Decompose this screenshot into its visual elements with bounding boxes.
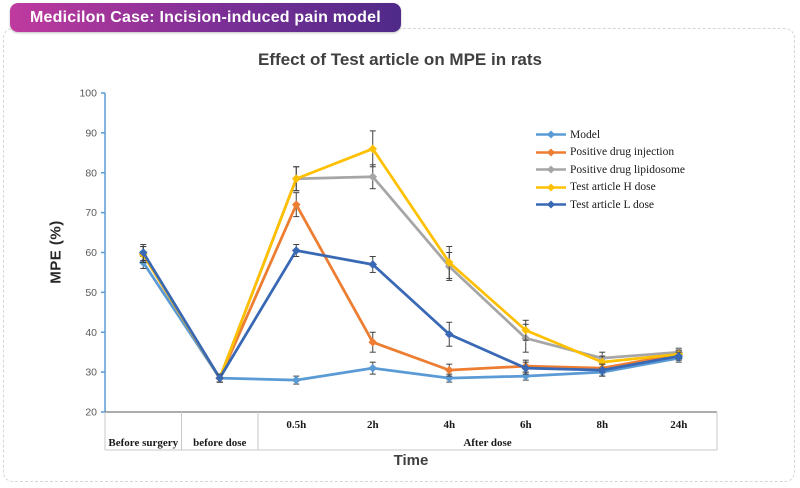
- axis-group-label: before dose: [193, 437, 246, 449]
- legend-marker-icon: [536, 130, 566, 139]
- category-label: 2h: [367, 419, 379, 431]
- legend-item-positive-drug-injection: Positive drug injection: [535, 144, 685, 162]
- chart-legend: Model Positive drug injection Positive dru…: [535, 126, 685, 214]
- category-label: 0.5h: [286, 419, 306, 431]
- data-point-marker-test-article-l-dose: [521, 363, 531, 373]
- legend-label: Test article H dose: [570, 181, 656, 194]
- legend-marker-icon: [536, 148, 566, 157]
- data-point-marker-test-article-l-dose: [368, 260, 378, 269]
- data-point-marker-test-article-l-dose: [674, 351, 684, 361]
- x-axis-title: Time: [393, 452, 429, 469]
- y-tick-label: 100: [79, 88, 97, 100]
- axis-group-label: After dose: [463, 437, 511, 449]
- legend-label: Positive drug lipidosome: [570, 163, 685, 176]
- data-point-marker-positive-drug-injection: [444, 365, 454, 375]
- data-point-marker-positive-drug-injection: [291, 200, 301, 209]
- data-point-marker-model: [521, 371, 531, 381]
- legend-marker-icon: [536, 200, 566, 209]
- data-point-marker-positive-drug-lipidosome: [368, 172, 378, 182]
- chart-title: Effect of Test article on MPE in rats: [257, 50, 543, 69]
- data-point-marker-model: [444, 373, 454, 383]
- legend-item-positive-drug-lipidosome: Positive drug lipidosome: [535, 161, 685, 179]
- category-label: 4h: [443, 419, 455, 431]
- data-point-marker-test-article-h-dose: [521, 325, 531, 335]
- y-tick-label: 30: [85, 367, 97, 379]
- data-point-marker-positive-drug-injection: [368, 337, 378, 347]
- legend-marker-icon: [536, 183, 566, 192]
- y-tick-label: 20: [85, 407, 97, 419]
- y-tick-label: 70: [85, 207, 97, 219]
- data-point-marker-test-article-l-dose: [138, 248, 148, 257]
- data-point-marker-model: [291, 375, 301, 385]
- data-point-marker-model: [368, 363, 378, 373]
- y-tick-label: 60: [85, 247, 97, 259]
- y-tick-label: 80: [85, 167, 97, 179]
- case-title-text: Medicilon Case: Incision-induced pain mo…: [30, 9, 381, 26]
- case-title-badge: Medicilon Case: Incision-induced pain mo…: [10, 3, 401, 32]
- legend-label: Model: [570, 128, 601, 141]
- y-tick-label: 50: [85, 287, 97, 299]
- category-label: 24h: [670, 419, 687, 431]
- data-point-marker-test-article-l-dose: [444, 329, 454, 339]
- data-point-marker-test-article-l-dose: [291, 246, 301, 255]
- y-tick-label: 90: [85, 127, 97, 139]
- category-label: 6h: [520, 419, 532, 431]
- data-point-marker-test-article-h-dose: [444, 258, 454, 267]
- legend-item-test-article-l-dose: Test article L dose: [535, 196, 685, 214]
- series-line-positive-drug-injection: [141, 203, 681, 380]
- axis-group-label: Before surgery: [108, 437, 178, 449]
- category-label: 8h: [596, 419, 608, 431]
- data-point-marker-test-article-h-dose: [291, 174, 301, 184]
- legend-item-model: Model: [535, 126, 685, 144]
- data-point-marker-test-article-h-dose: [368, 144, 378, 154]
- series-line-model: [141, 261, 681, 382]
- legend-item-test-article-h-dose: Test article H dose: [535, 179, 685, 197]
- data-point-marker-test-article-l-dose: [215, 373, 225, 383]
- legend-label: Test article L dose: [570, 198, 655, 211]
- series-line-test-article-h-dose: [141, 147, 681, 380]
- data-point-marker-test-article-l-dose: [597, 365, 607, 375]
- legend-label: Positive drug injection: [570, 146, 675, 159]
- data-point-marker-test-article-h-dose: [597, 357, 607, 367]
- legend-marker-icon: [536, 165, 566, 174]
- y-tick-label: 40: [85, 327, 97, 339]
- series-line-test-article-l-dose: [141, 249, 681, 380]
